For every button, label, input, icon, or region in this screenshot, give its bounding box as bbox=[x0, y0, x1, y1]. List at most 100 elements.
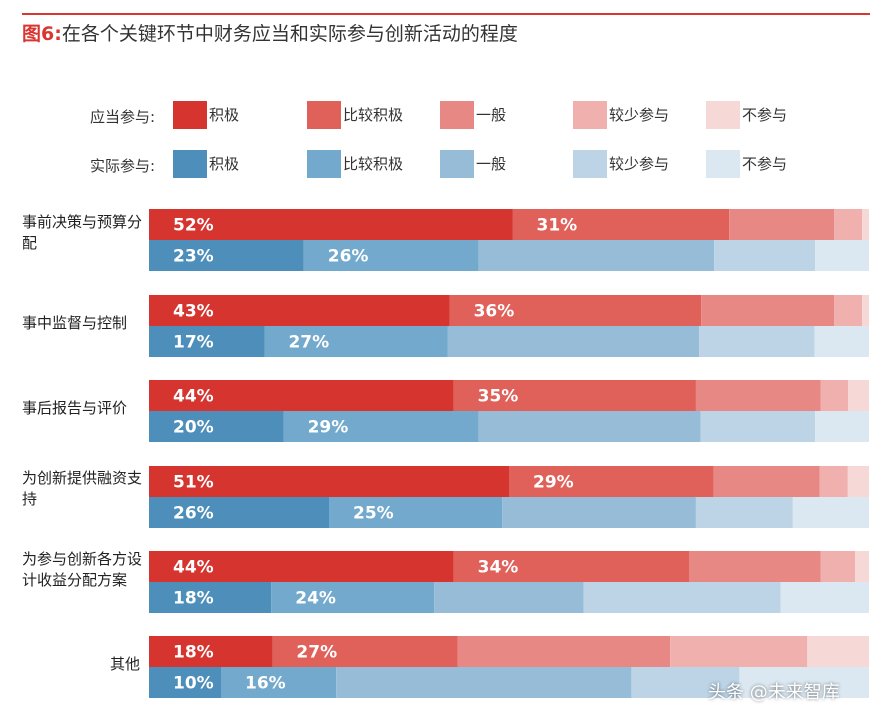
legend-should-swatch-3 bbox=[440, 101, 474, 129]
bar-should-cat1-level1 bbox=[149, 209, 513, 240]
bar-actual-cat3-level5 bbox=[815, 411, 869, 442]
legend-actual-swatch-3 bbox=[440, 150, 474, 178]
watermark-text: 头条 @未来智库 bbox=[708, 682, 840, 703]
bar-actual-cat4-level1 bbox=[149, 497, 329, 528]
figure-title: 图6:在各个关键环节中财务应当和实际参与创新活动的程度 bbox=[22, 19, 518, 46]
data-label-should-cat3-level2: 35% bbox=[478, 387, 519, 407]
legend-actual-swatch-4 bbox=[573, 150, 607, 178]
bar-actual-cat5-level3 bbox=[434, 582, 584, 613]
bar-actual-cat1-level4 bbox=[714, 240, 816, 271]
bar-actual-cat6-level4 bbox=[631, 667, 740, 698]
legend-actual-swatch-2 bbox=[307, 150, 341, 178]
bar-actual-cat3-level1 bbox=[149, 411, 284, 442]
bar-should-cat1-level4 bbox=[834, 209, 863, 240]
bar-should-cat2-level1 bbox=[149, 295, 450, 326]
data-label-should-cat4-level1: 51% bbox=[173, 473, 214, 493]
bar-should-cat4-level3 bbox=[713, 466, 820, 497]
bar-should-cat2-level5 bbox=[862, 295, 869, 326]
bar-actual-cat3-level2 bbox=[283, 411, 479, 442]
bar-should-cat3-level2 bbox=[453, 380, 696, 411]
data-label-should-cat6-level2: 27% bbox=[296, 643, 337, 663]
bar-actual-cat4-level5 bbox=[792, 497, 869, 528]
legend-should-text-3: 一般 bbox=[476, 106, 507, 124]
bar-should-cat5-level1 bbox=[149, 551, 454, 582]
legend-should-text-4: 较少参与 bbox=[609, 106, 670, 124]
bar-should-cat1-level3 bbox=[729, 209, 835, 240]
legend-actual-text-4: 较少参与 bbox=[609, 155, 670, 173]
legend-actual-swatch-5 bbox=[706, 150, 740, 178]
bar-should-cat3-level5 bbox=[848, 380, 869, 411]
data-label-should-cat1-level1: 52% bbox=[173, 216, 214, 236]
bar-should-cat5-level3 bbox=[689, 551, 821, 582]
bar-should-cat4-level1 bbox=[149, 466, 509, 497]
data-label-should-cat6-level1: 18% bbox=[173, 643, 214, 663]
bar-should-cat4-level5 bbox=[847, 466, 869, 497]
data-label-actual-cat2-level2: 27% bbox=[288, 333, 329, 353]
bar-should-cat1-level5 bbox=[862, 209, 869, 240]
bar-should-cat6-level4 bbox=[670, 636, 808, 667]
bar-actual-cat6-level2 bbox=[221, 667, 337, 698]
bar-should-cat6-level5 bbox=[807, 636, 869, 667]
bar-should-cat3-level1 bbox=[149, 380, 454, 411]
bar-actual-cat2-level2 bbox=[264, 326, 448, 357]
data-label-actual-cat6-level2: 16% bbox=[245, 674, 286, 694]
legend-should-label: 应当参与: bbox=[90, 108, 156, 126]
category-label-6: 其他 bbox=[109, 655, 140, 673]
bar-should-cat5-level2 bbox=[453, 551, 689, 582]
bar-actual-cat5-level2 bbox=[271, 582, 435, 613]
data-label-actual-cat5-level2: 24% bbox=[295, 589, 336, 609]
bar-actual-cat2-level5 bbox=[814, 326, 869, 357]
bar-actual-cat2-level1 bbox=[149, 326, 265, 357]
bar-should-cat3-level4 bbox=[820, 380, 849, 411]
data-label-actual-cat5-level1: 18% bbox=[173, 589, 214, 609]
bar-should-cat6-level2 bbox=[272, 636, 458, 667]
legend-should-text-2: 比较积极 bbox=[343, 106, 404, 124]
category-label-2: 事中监督与控制 bbox=[22, 314, 128, 332]
data-label-actual-cat6-level1: 10% bbox=[173, 674, 214, 694]
legend-actual-text-3: 一般 bbox=[476, 155, 507, 173]
data-label-should-cat3-level1: 44% bbox=[173, 387, 214, 407]
bar-should-cat5-level4 bbox=[820, 551, 856, 582]
legend-actual-text-1: 积极 bbox=[209, 155, 240, 173]
figure-title-text: 在各个关键环节中财务应当和实际参与创新活动的程度 bbox=[61, 23, 518, 45]
bar-actual-cat6-level5 bbox=[739, 667, 869, 698]
legend-should-swatch-1 bbox=[173, 101, 207, 129]
bar-should-cat2-level4 bbox=[834, 295, 863, 326]
bar-actual-cat1-level3 bbox=[478, 240, 715, 271]
bar-should-cat1-level2 bbox=[512, 209, 730, 240]
legend-should-text-1: 积极 bbox=[209, 106, 240, 124]
legend-should-swatch-5 bbox=[706, 101, 740, 129]
bar-actual-cat4-level3 bbox=[502, 497, 696, 528]
bar-should-cat4-level4 bbox=[819, 466, 848, 497]
category-label-3: 事后报告与评价 bbox=[22, 399, 128, 417]
bar-actual-cat5-level5 bbox=[780, 582, 869, 613]
bar-actual-cat5-level4 bbox=[583, 582, 781, 613]
bar-actual-cat1-level5 bbox=[815, 240, 869, 271]
bar-should-cat2-level2 bbox=[449, 295, 702, 326]
bar-actual-cat5-level1 bbox=[149, 582, 272, 613]
data-label-actual-cat3-level1: 20% bbox=[173, 418, 214, 438]
bar-should-cat6-level1 bbox=[149, 636, 273, 667]
legend-actual-text-5: 不参与 bbox=[742, 155, 788, 173]
bar-actual-cat1-level2 bbox=[303, 240, 479, 271]
bar-should-cat5-level5 bbox=[855, 551, 869, 582]
bar-actual-cat6-level3 bbox=[336, 667, 632, 698]
category-label-1: 事前决策与预算分配 bbox=[22, 213, 143, 252]
category-label-5: 为参与创新各方设计收益分配方案 bbox=[22, 550, 143, 589]
bar-actual-cat3-level4 bbox=[700, 411, 816, 442]
bar-should-cat4-level2 bbox=[509, 466, 714, 497]
data-label-actual-cat1-level2: 26% bbox=[328, 247, 369, 267]
data-label-should-cat2-level1: 43% bbox=[173, 302, 214, 322]
legend-actual-label: 实际参与: bbox=[90, 157, 156, 175]
legend-should-swatch-2 bbox=[307, 101, 341, 129]
bar-should-cat2-level3 bbox=[701, 295, 835, 326]
legend-actual-swatch-1 bbox=[173, 150, 207, 178]
data-label-actual-cat1-level1: 23% bbox=[173, 247, 214, 267]
data-label-should-cat4-level2: 29% bbox=[533, 473, 574, 493]
bar-actual-cat6-level1 bbox=[149, 667, 221, 698]
bar-should-cat3-level3 bbox=[695, 380, 821, 411]
data-label-actual-cat3-level2: 29% bbox=[308, 418, 349, 438]
category-label-4: 为创新提供融资支持 bbox=[22, 469, 143, 508]
bar-actual-cat4-level2 bbox=[329, 497, 503, 528]
